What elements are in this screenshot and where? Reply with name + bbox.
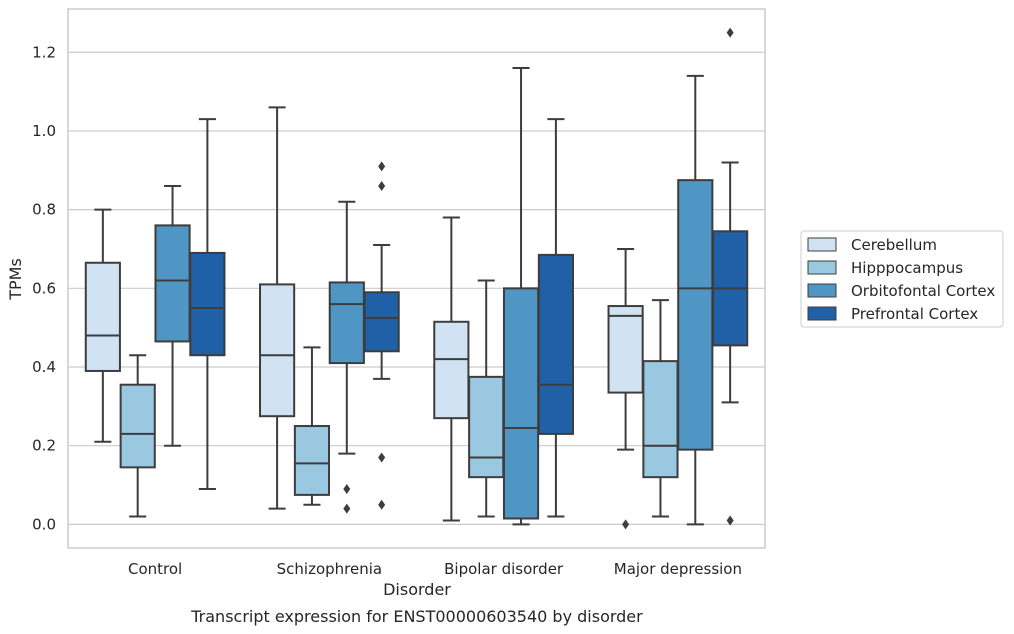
box-plot bbox=[468, 279, 505, 518]
legend-swatch bbox=[807, 237, 837, 252]
box-iqr bbox=[84, 261, 121, 372]
box-plot bbox=[328, 200, 365, 514]
box-iqr bbox=[537, 253, 574, 435]
box-plot bbox=[677, 74, 714, 526]
box-plot bbox=[537, 118, 574, 518]
outlier-point bbox=[378, 161, 386, 172]
box-series bbox=[119, 279, 679, 518]
plot-area-frame bbox=[67, 8, 766, 549]
y-tick-label: 1.2 bbox=[32, 43, 56, 61]
legend-swatch bbox=[807, 306, 837, 321]
legend-label: Cerebellum bbox=[851, 236, 937, 254]
box-iqr bbox=[677, 179, 714, 451]
legend-label: Orbitofontal Cortex bbox=[851, 282, 995, 300]
box-iqr bbox=[607, 305, 644, 394]
y-axis-ticks: 0.0 0.2 0.4 0.6 0.8 1.0 1.2 bbox=[32, 43, 56, 533]
box-iqr bbox=[154, 224, 191, 343]
outlier-point bbox=[343, 483, 351, 494]
x-tick-label: Control bbox=[128, 560, 182, 578]
x-tick-label: Bipolar disorder bbox=[444, 560, 564, 578]
x-axis-ticks: Control Schizophrenia Bipolar disorder Majo… bbox=[128, 560, 742, 578]
y-tick-label: 0.0 bbox=[32, 515, 56, 533]
x-tick-label: Schizophrenia bbox=[277, 560, 382, 578]
box-iqr bbox=[468, 375, 505, 479]
box-plot bbox=[433, 216, 470, 522]
box-plot bbox=[293, 346, 331, 506]
box-plot bbox=[502, 67, 540, 526]
legend-frame bbox=[800, 230, 1004, 328]
box-plot bbox=[259, 106, 296, 510]
x-axis-label: Disorder bbox=[383, 580, 451, 599]
outlier-point bbox=[343, 503, 351, 514]
box-iqr bbox=[433, 320, 470, 420]
box-plot bbox=[119, 354, 156, 518]
outlier-point bbox=[378, 181, 386, 192]
box-iqr bbox=[642, 360, 679, 479]
legend-label: Prefrontal Cortex bbox=[851, 305, 978, 323]
legend-swatch bbox=[807, 260, 837, 275]
box-plot bbox=[642, 299, 679, 518]
chart-caption: Transcript expression for ENST0000060354… bbox=[190, 607, 643, 626]
y-axis-label: TPMs bbox=[6, 258, 25, 301]
y-tick-label: 0.8 bbox=[32, 201, 56, 219]
box-series-group bbox=[84, 27, 749, 530]
outlier-point bbox=[378, 499, 386, 510]
y-tick-label: 0.4 bbox=[32, 358, 56, 376]
outlier-point bbox=[622, 519, 630, 530]
box-iqr bbox=[189, 251, 226, 357]
outlier-point bbox=[726, 27, 734, 38]
box-plot bbox=[189, 118, 226, 490]
y-tick-label: 1.0 bbox=[32, 122, 56, 140]
y-tick-label: 0.6 bbox=[32, 279, 56, 297]
outlier-point bbox=[378, 452, 386, 463]
box-iqr bbox=[502, 287, 540, 520]
y-tick-label: 0.2 bbox=[32, 437, 56, 455]
box-plot bbox=[712, 27, 749, 526]
box-plot bbox=[607, 247, 644, 530]
box-iqr bbox=[363, 291, 400, 353]
box-series bbox=[189, 27, 749, 526]
legend: Cerebellum Hipppocampus Orbitofontal Corte… bbox=[800, 230, 1004, 328]
box-iqr bbox=[119, 383, 156, 469]
x-tick-label: Major depression bbox=[614, 560, 742, 578]
legend-swatch bbox=[807, 283, 837, 298]
box-iqr bbox=[328, 281, 365, 365]
box-iqr bbox=[259, 283, 296, 418]
legend-label: Hipppocampus bbox=[851, 259, 963, 277]
box-plot bbox=[84, 208, 121, 443]
box-series bbox=[84, 106, 644, 530]
box-iqr bbox=[293, 425, 331, 496]
box-series bbox=[154, 67, 714, 526]
box-plot bbox=[363, 161, 400, 510]
outlier-point bbox=[726, 515, 734, 526]
box-plot bbox=[154, 185, 191, 447]
